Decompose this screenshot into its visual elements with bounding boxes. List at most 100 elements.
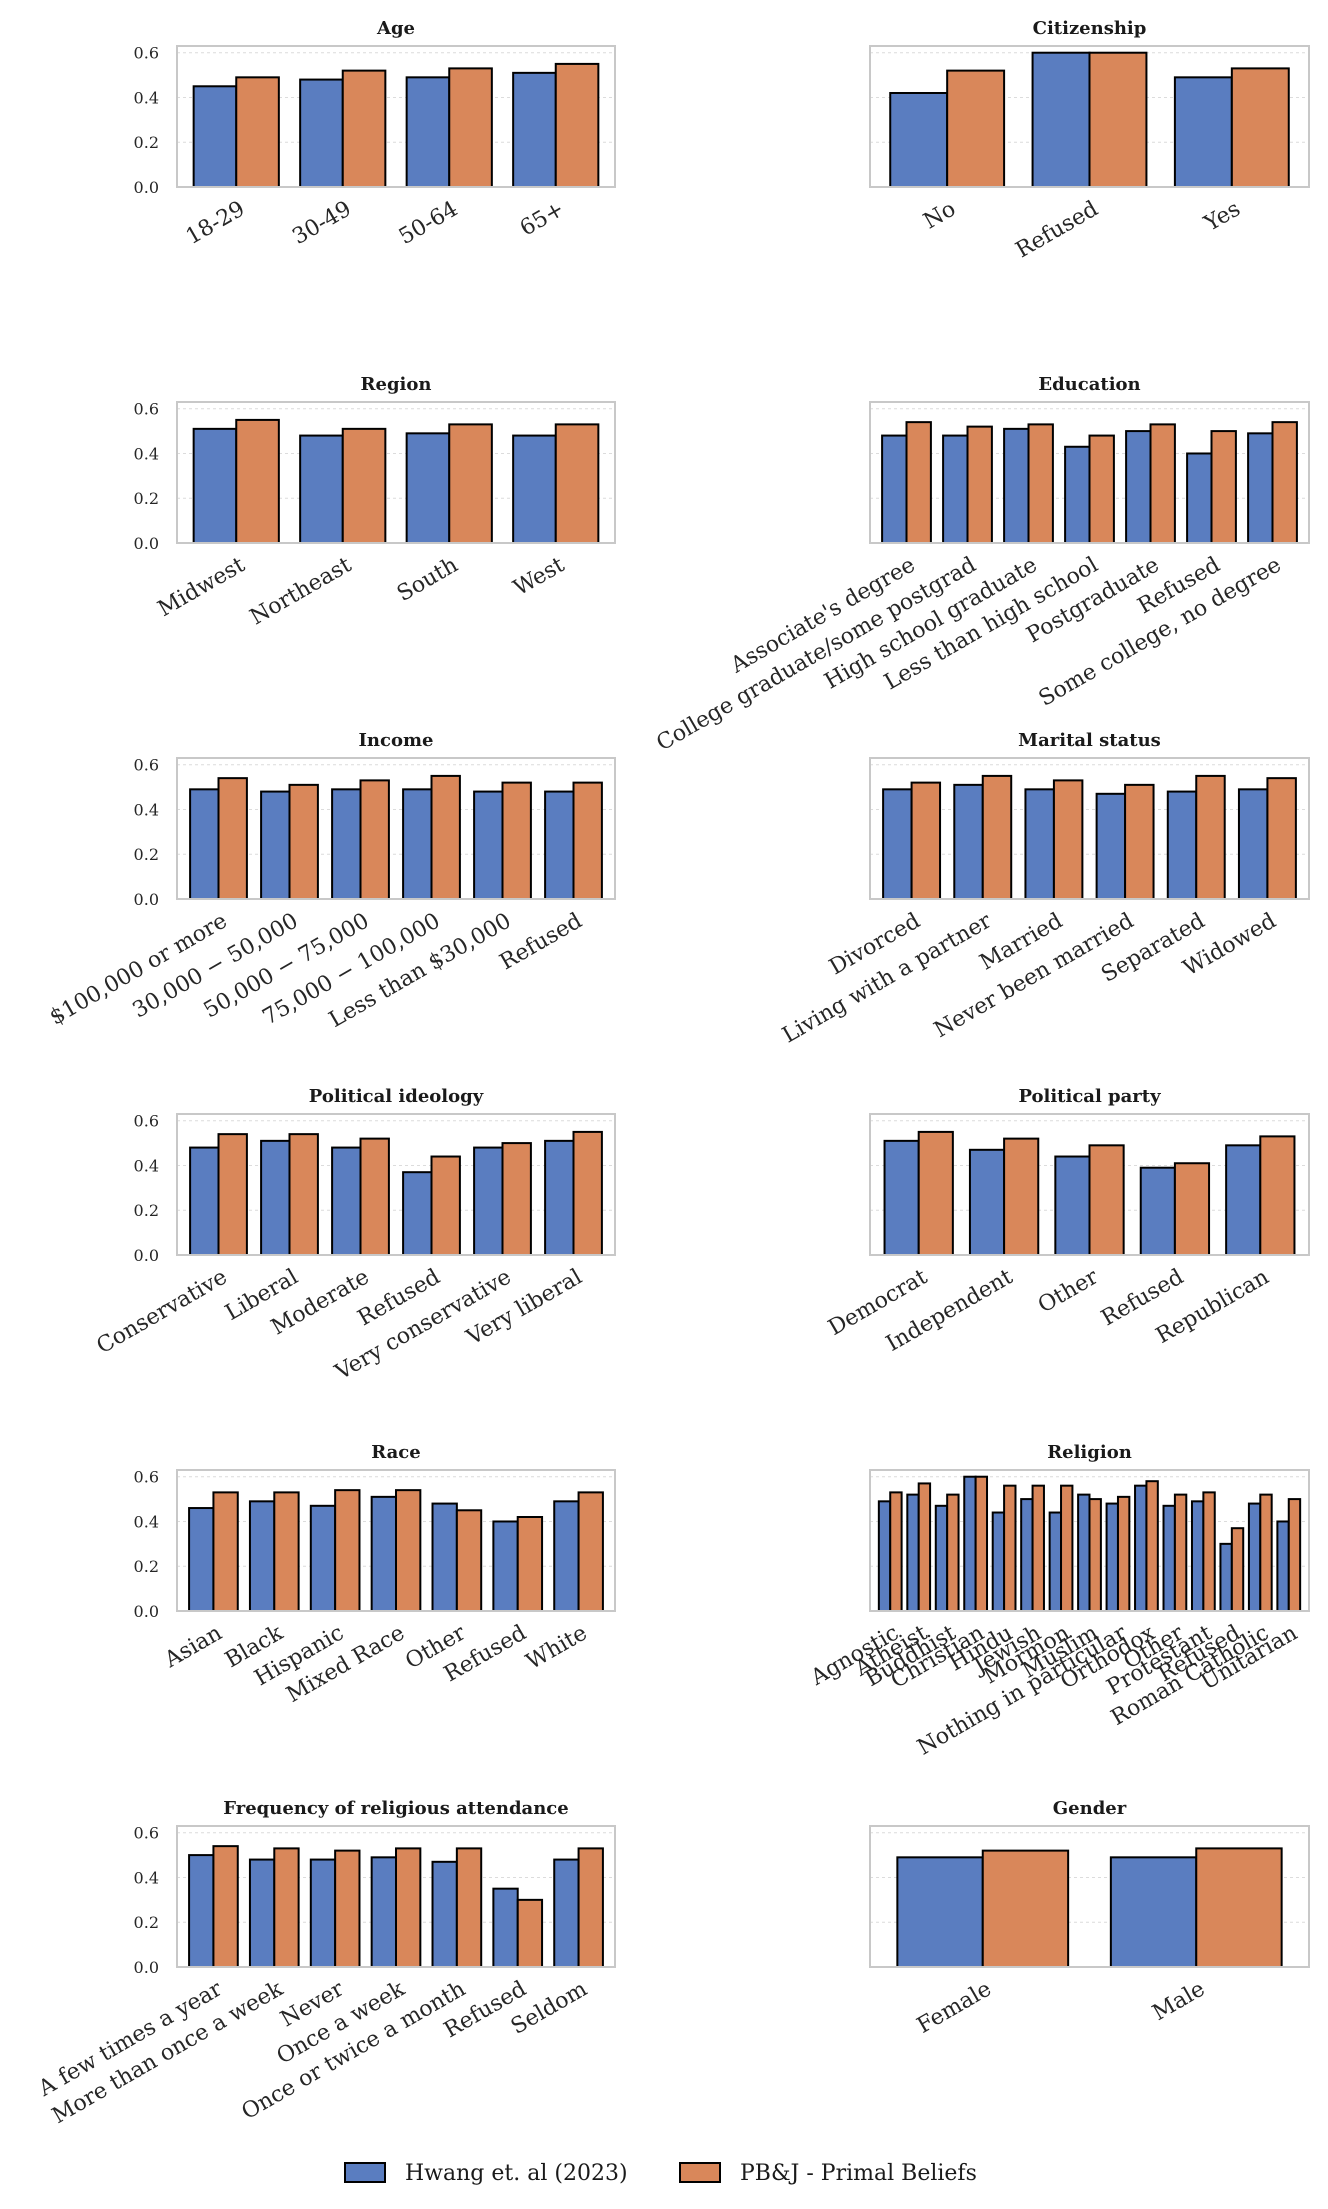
panel-age: Age 0.0 0.2 0.4 0.6 18-29 30-49 50-64 65+ <box>134 18 616 250</box>
y-tick-label: 0.2 <box>134 133 159 152</box>
bar-other-series-1 <box>1054 1155 1091 1256</box>
y-tick-label: 0.2 <box>134 489 159 508</box>
bar-independent-series-1 <box>968 1148 1006 1257</box>
bar-some-college-no-degree-series-1 <box>1247 432 1274 545</box>
bar-once-or-twice-a-month-series-2 <box>455 1847 483 1969</box>
bar-refused-series-2 <box>1088 51 1148 189</box>
bar-atheist-series-2 <box>917 1482 932 1613</box>
bar-republican-series-2 <box>1259 1135 1296 1257</box>
bar-roman-catholic-series-2 <box>1259 1493 1273 1612</box>
bar-independent-series-2 <box>1003 1137 1040 1256</box>
bar-less-than-high-school-series-1 <box>1064 445 1091 544</box>
bar-other-series-2 <box>1088 1144 1125 1257</box>
bar-democrat-series-2 <box>917 1130 954 1257</box>
y-tick-label: 0.4 <box>134 88 159 107</box>
bar-married-series-1 <box>1024 788 1055 900</box>
bar-asian-series-2 <box>212 1491 239 1613</box>
axes-frame <box>869 757 1310 900</box>
bar-muslim-series-2 <box>1088 1498 1102 1612</box>
bar-other-series-2 <box>1173 1493 1188 1612</box>
bar-mixed-race-series-1 <box>370 1495 397 1613</box>
bar-30-49-series-1 <box>299 78 344 188</box>
bar-nothing-in-particular-series-1 <box>1105 1502 1119 1612</box>
bar-more-than-once-a-week-series-1 <box>248 1858 276 1968</box>
bar-white-series-2 <box>577 1491 604 1613</box>
x-tick-label-30-49: 30-49 <box>288 197 355 250</box>
bar-100-000-or-more-series-2 <box>217 777 248 901</box>
bar-a-few-times-a-year-series-2 <box>212 1845 239 1968</box>
bar-south-series-2 <box>448 423 493 544</box>
bar-college-graduate-some-postgrad-series-2 <box>966 425 993 544</box>
bar-hindu-series-1 <box>991 1511 1006 1612</box>
bar-yes-series-2 <box>1230 67 1290 188</box>
y-tick-label: 0.6 <box>134 1468 159 1487</box>
bar-protestant-series-1 <box>1190 1500 1205 1613</box>
bar-northeast-series-1 <box>299 434 344 545</box>
x-tick-label-asian: Asian <box>160 1621 227 1674</box>
x-tick-label-south: South <box>393 553 462 607</box>
y-tick-label: 0.6 <box>134 1112 159 1131</box>
bar-west-series-2 <box>554 423 600 544</box>
axes-frame <box>176 1113 616 1256</box>
bar-refused-series-2 <box>572 781 603 900</box>
panel-title-age: Age <box>376 18 415 39</box>
bar-female-series-2 <box>981 1849 1070 1968</box>
bar-some-college-no-degree-series-2 <box>1271 421 1298 544</box>
bar-other-series-2 <box>455 1509 483 1613</box>
bar-no-series-2 <box>946 69 1006 188</box>
bar-65-series-2 <box>554 62 600 188</box>
bar-associate-s-degree-series-2 <box>905 421 932 544</box>
x-tick-label-other: Other <box>1034 1264 1103 1318</box>
bar-refused-series-1 <box>1139 1166 1176 1256</box>
bar-mormon-series-2 <box>1060 1484 1074 1612</box>
bar-refused-series-2 <box>1173 1162 1211 1256</box>
bar-18-29-series-1 <box>192 85 238 188</box>
panel-title-political-ideology: Political ideology <box>309 1086 484 1107</box>
y-tick-label: 0.6 <box>134 756 159 775</box>
bar-female-series-1 <box>896 1856 984 1969</box>
bar-conservative-series-2 <box>217 1133 248 1256</box>
bar-once-a-week-series-2 <box>395 1847 422 1969</box>
x-tick-label-refused: Refused <box>496 909 587 976</box>
y-tick-label: 0.6 <box>134 400 159 419</box>
bar-refused-series-1 <box>492 1887 519 1968</box>
panel-title-race: Race <box>371 1442 420 1463</box>
bar-other-series-1 <box>1162 1504 1176 1613</box>
bar-male-series-1 <box>1109 1856 1198 1969</box>
bar-30-000-50-000-series-1 <box>260 790 291 900</box>
bar-hispanic-series-1 <box>309 1504 337 1613</box>
bar-black-series-1 <box>248 1500 276 1613</box>
bar-white-series-1 <box>553 1500 580 1613</box>
bar-refused-series-2 <box>1210 430 1237 545</box>
y-tick-label: 0.0 <box>134 1602 159 1621</box>
bar-65-series-1 <box>512 71 557 188</box>
bar-other-series-1 <box>431 1502 458 1612</box>
bar-midwest-series-2 <box>235 418 280 544</box>
axes-frame <box>869 1113 1310 1256</box>
bar-very-liberal-series-1 <box>544 1139 575 1257</box>
panel-frequency-of-religious-attendance: Frequency of religious attendance 0.0 0.2 0… <box>34 1798 616 2129</box>
x-tick-label-yes: Yes <box>1199 197 1244 238</box>
bar-50-64-series-2 <box>448 67 493 188</box>
bar-protestant-series-2 <box>1202 1491 1216 1613</box>
y-tick-label: 0.2 <box>134 1557 159 1576</box>
panel-title-income: Income <box>359 730 434 751</box>
legend-swatch-pbj <box>679 2162 721 2183</box>
bar-atheist-series-1 <box>906 1493 920 1612</box>
bar-northeast-series-2 <box>341 427 387 545</box>
y-tick-label: 0.4 <box>134 444 159 463</box>
bar-liberal-series-1 <box>260 1139 291 1257</box>
bar-liberal-series-2 <box>288 1133 319 1256</box>
y-tick-label: 0.2 <box>134 1201 159 1220</box>
panel-race: Race0.00.20.40.6AsianBlackHispanicMixed … <box>134 1442 616 1708</box>
bar-christian-series-1 <box>963 1475 977 1612</box>
bar-mixed-race-series-2 <box>395 1489 422 1612</box>
bar-18-29-series-2 <box>235 76 280 188</box>
bar-refused-series-1 <box>544 790 575 900</box>
bar-jewish-series-2 <box>1031 1484 1045 1612</box>
y-tick-label: 0.4 <box>134 800 159 819</box>
